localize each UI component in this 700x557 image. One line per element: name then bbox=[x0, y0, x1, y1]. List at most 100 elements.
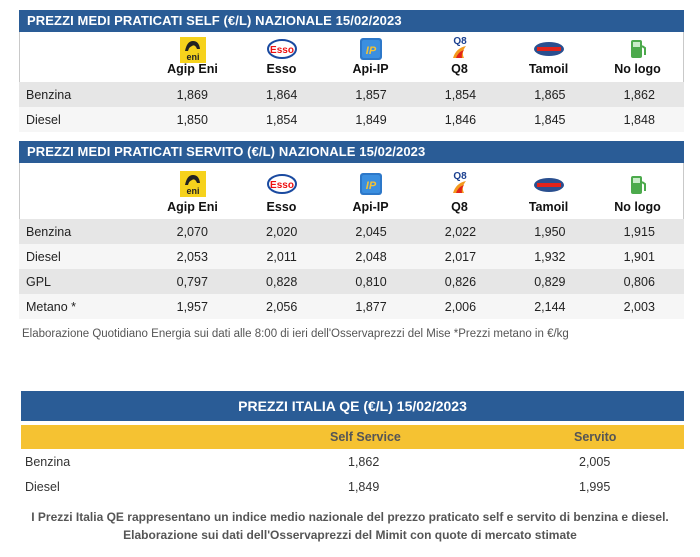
price-cell: 2,017 bbox=[415, 244, 506, 269]
table-row: Benzina 2,070 2,020 2,045 2,022 1,950 1,… bbox=[19, 219, 684, 244]
tamoil-logo-icon bbox=[533, 41, 565, 62]
price-cell: 1,848 bbox=[594, 107, 684, 132]
brand-name: Tamoil bbox=[528, 62, 569, 76]
brand-tamoil: Tamoil bbox=[504, 32, 593, 82]
table-row: Metano * 1,957 2,056 1,877 2,006 2,144 2… bbox=[19, 294, 684, 319]
price-cell: 0,828 bbox=[236, 269, 327, 294]
price-cell: 1,932 bbox=[505, 244, 595, 269]
fuel-pump-icon bbox=[629, 38, 647, 65]
price-cell: 2,005 bbox=[579, 455, 611, 469]
col-servito: Servito bbox=[574, 430, 617, 444]
brand-name: No logo bbox=[614, 62, 661, 76]
ip-logo-icon: IP bbox=[359, 37, 383, 66]
ip-logo-icon: IP bbox=[359, 172, 383, 201]
brand-eni: eni Agip Eni bbox=[148, 32, 237, 82]
price-cell: 1,957 bbox=[147, 294, 237, 319]
price-cell: 1,850 bbox=[147, 107, 237, 132]
brand-esso: Esso Esso bbox=[237, 32, 326, 82]
esso-logo-icon: Esso bbox=[266, 39, 297, 64]
ip-logo-text: IP bbox=[365, 180, 376, 192]
price-cell: 1,849 bbox=[326, 107, 416, 132]
servito-prices-table: Benzina 2,070 2,020 2,045 2,022 1,950 1,… bbox=[19, 219, 684, 319]
servito-prices-title: PREZZI MEDI PRATICATI SERVITO (€/L) NAZI… bbox=[19, 141, 684, 163]
price-cell: 1,877 bbox=[326, 294, 416, 319]
q8-logo-icon: Q8 bbox=[448, 34, 472, 67]
brand-name: Q8 bbox=[451, 62, 468, 76]
price-cell: 0,797 bbox=[147, 269, 237, 294]
table-row: GPL 0,797 0,828 0,810 0,826 0,829 0,806 bbox=[19, 269, 684, 294]
esso-logo-icon: Esso bbox=[266, 174, 297, 199]
price-cell: 1,862 bbox=[348, 455, 380, 469]
esso-logo-text: Esso bbox=[270, 180, 294, 191]
servito-brand-header-row: eni Agip Eni Esso Esso IP Api-IP Q8 Q8 bbox=[19, 163, 684, 219]
eni-logo-text: eni bbox=[186, 186, 199, 196]
brand-api-ip: IP Api-IP bbox=[326, 163, 415, 219]
table-row: Diesel 2,053 2,011 2,048 2,017 1,932 1,9… bbox=[19, 244, 684, 269]
qe-footnote-1: I Prezzi Italia QE rappresentano un indi… bbox=[31, 510, 669, 524]
self-prices-title: PREZZI MEDI PRATICATI SELF (€/L) NAZIONA… bbox=[19, 10, 684, 32]
brand-q8: Q8 Q8 bbox=[415, 32, 504, 82]
eni-logo-icon: eni bbox=[179, 171, 206, 202]
fuel-label: Benzina bbox=[25, 455, 71, 469]
col-self-service: Self Service bbox=[330, 430, 401, 444]
brand-no-logo: No logo bbox=[593, 32, 682, 82]
table-row: Benzina 1,869 1,864 1,857 1,854 1,865 1,… bbox=[19, 82, 684, 107]
tamoil-logo-icon bbox=[533, 177, 565, 198]
q8-logo-text: Q8 bbox=[453, 36, 467, 47]
q8-logo-text: Q8 bbox=[453, 171, 467, 182]
source-note: Elaborazione Quotidiano Energia sui dati… bbox=[22, 328, 569, 340]
brand-name: No logo bbox=[614, 200, 661, 214]
price-cell: 2,144 bbox=[505, 294, 595, 319]
price-cell: 2,053 bbox=[147, 244, 237, 269]
qe-header-row: Self Service Servito bbox=[21, 425, 684, 449]
eni-logo-text: eni bbox=[186, 52, 199, 62]
price-cell: 2,011 bbox=[236, 244, 327, 269]
fuel-label: Diesel bbox=[25, 480, 60, 494]
self-brand-header-row: eni Agip Eni Esso Esso IP Api-IP Q8 Q8 bbox=[19, 32, 684, 82]
price-cell: 1,865 bbox=[505, 82, 595, 107]
price-cell: 1,854 bbox=[415, 82, 506, 107]
brand-name: Api-IP bbox=[352, 62, 389, 76]
price-cell: 0,826 bbox=[415, 269, 506, 294]
eni-logo-icon: eni bbox=[179, 37, 206, 68]
brand-esso: Esso Esso bbox=[237, 163, 326, 219]
price-cell: 1,846 bbox=[415, 107, 506, 132]
price-cell: 1,950 bbox=[505, 219, 595, 244]
price-cell: 1,857 bbox=[326, 82, 416, 107]
table-row: Diesel 1,850 1,854 1,849 1,846 1,845 1,8… bbox=[19, 107, 684, 132]
brand-name: Tamoil bbox=[528, 200, 569, 214]
table-row: Benzina 1,862 2,005 bbox=[21, 450, 684, 475]
price-cell: 0,829 bbox=[505, 269, 595, 294]
self-prices-panel: PREZZI MEDI PRATICATI SELF (€/L) NAZIONA… bbox=[19, 10, 684, 132]
price-cell: 2,056 bbox=[236, 294, 327, 319]
brand-q8: Q8 Q8 bbox=[415, 163, 504, 219]
brand-no-logo: No logo bbox=[593, 163, 682, 219]
price-cell: 1,869 bbox=[147, 82, 237, 107]
price-cell: 2,003 bbox=[594, 294, 684, 319]
price-cell: 2,022 bbox=[415, 219, 506, 244]
price-cell: 2,048 bbox=[326, 244, 416, 269]
fuel-label: Benzina bbox=[19, 219, 148, 244]
brand-name: Agip Eni bbox=[167, 200, 218, 214]
price-cell: 0,806 bbox=[594, 269, 684, 294]
servito-prices-panel: PREZZI MEDI PRATICATI SERVITO (€/L) NAZI… bbox=[19, 141, 684, 319]
brand-name: Q8 bbox=[451, 200, 468, 214]
brand-name: Esso bbox=[266, 62, 297, 76]
fuel-label: Diesel bbox=[19, 107, 148, 132]
price-cell: 1,901 bbox=[594, 244, 684, 269]
self-prices-table: Benzina 1,869 1,864 1,857 1,854 1,865 1,… bbox=[19, 82, 684, 132]
fuel-label: Diesel bbox=[19, 244, 148, 269]
qe-footnote-2: Elaborazione sui dati dell'Osservaprezzi… bbox=[123, 528, 577, 542]
price-cell: 1,845 bbox=[505, 107, 595, 132]
brand-name: Agip Eni bbox=[167, 62, 218, 76]
ip-logo-text: IP bbox=[365, 45, 376, 57]
qe-title: PREZZI ITALIA QE (€/L) 15/02/2023 bbox=[21, 391, 684, 421]
fuel-label: GPL bbox=[19, 269, 148, 294]
fuel-pump-icon bbox=[629, 174, 647, 201]
fuel-label: Benzina bbox=[19, 82, 148, 107]
price-cell: 1,849 bbox=[348, 480, 380, 494]
esso-logo-text: Esso bbox=[270, 45, 294, 56]
price-cell: 1,862 bbox=[594, 82, 684, 107]
brand-api-ip: IP Api-IP bbox=[326, 32, 415, 82]
brand-name: Esso bbox=[266, 200, 297, 214]
